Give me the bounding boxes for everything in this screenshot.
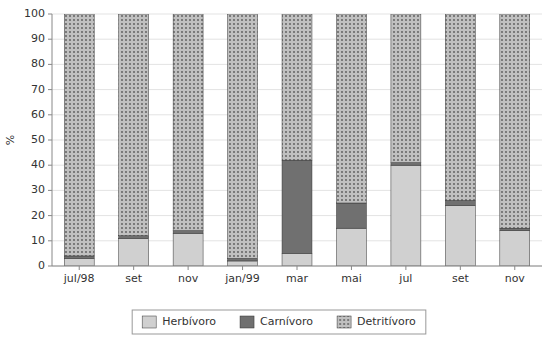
x-tick — [133, 266, 134, 270]
legend-item: Carnívoro — [240, 315, 313, 328]
bar-segment — [336, 228, 366, 266]
legend-label: Carnívoro — [260, 315, 313, 328]
bar-segment — [173, 14, 203, 231]
bar-segment — [64, 256, 94, 259]
y-tick — [48, 266, 52, 267]
y-tick-label: 10 — [31, 234, 45, 247]
x-tick — [188, 266, 189, 270]
bar-segment — [119, 14, 149, 236]
y-tick-label: 40 — [31, 158, 45, 171]
y-tick — [48, 190, 52, 191]
bar-segment — [336, 203, 366, 228]
bar-segment — [173, 231, 203, 234]
bar-segment — [119, 238, 149, 266]
bar-segment — [391, 163, 421, 166]
y-tick — [48, 114, 52, 115]
x-tick-label: jan/99 — [224, 272, 259, 285]
bar-segment — [282, 160, 312, 253]
legend-item: Herbívoro — [142, 315, 216, 328]
y-tick-label: 70 — [31, 83, 45, 96]
bar-segment — [391, 165, 421, 266]
bar-segment — [500, 228, 530, 231]
y-axis — [52, 14, 53, 266]
bar-segment — [228, 261, 258, 266]
bar-segment — [282, 14, 312, 160]
bar-segment — [445, 14, 475, 200]
bar-segment — [500, 231, 530, 266]
y-axis-label: % — [4, 135, 17, 145]
bars — [64, 14, 530, 266]
x-tick-label: mai — [341, 272, 362, 285]
plot-area: 0 10 20 30 40 50 60 70 80 90 100 jul/98 set nov jan/99… — [24, 7, 542, 285]
y-tick — [48, 165, 52, 166]
chart-container: 0 10 20 30 40 50 60 70 80 90 100 jul/98 set nov jan/99… — [0, 0, 558, 344]
x-tick-label: set — [452, 272, 469, 285]
x-tick-label: nov — [178, 272, 199, 285]
y-tick-label: 60 — [31, 108, 45, 121]
x-tick-label: mar — [286, 272, 308, 285]
x-tick — [242, 266, 243, 270]
y-tick — [48, 140, 52, 141]
y-tick — [48, 64, 52, 65]
legend-box — [132, 310, 426, 334]
bar-segment — [391, 14, 421, 163]
bar-segment — [119, 236, 149, 239]
y-tick — [48, 39, 52, 40]
bar-segment — [500, 14, 530, 228]
y-tick-label: 30 — [31, 183, 45, 196]
bar-segment — [445, 206, 475, 266]
x-tick-label: set — [125, 272, 142, 285]
y-tick-label: 90 — [31, 32, 45, 45]
bar-segment — [64, 258, 94, 266]
chart: 0 10 20 30 40 50 60 70 80 90 100 jul/98 set nov jan/99… — [0, 0, 558, 344]
x-tick — [514, 266, 515, 270]
bar-segment — [445, 200, 475, 205]
y-tick-label: 50 — [31, 133, 45, 146]
x-tick-label: nov — [505, 272, 526, 285]
y-tick-label: 100 — [24, 7, 45, 20]
y-tick — [48, 14, 52, 15]
bar-segment — [282, 253, 312, 266]
bar-segment — [228, 14, 258, 258]
legend: Herbívoro Carnívoro Detritívoro — [132, 310, 426, 334]
bar-segment — [336, 14, 366, 203]
legend-item: Detritívoro — [337, 315, 416, 328]
bar-segment — [64, 14, 94, 256]
legend-swatch — [337, 316, 351, 328]
legend-swatch — [240, 316, 254, 328]
bar-segment — [228, 258, 258, 261]
y-tick — [48, 215, 52, 216]
x-tick — [297, 266, 298, 270]
bar-segment — [173, 233, 203, 266]
x-tick — [405, 266, 406, 270]
y-tick-label: 20 — [31, 209, 45, 222]
legend-label: Detritívoro — [357, 315, 416, 328]
x-tick — [351, 266, 352, 270]
x-tick-label: jul — [398, 272, 412, 285]
y-tick-label: 80 — [31, 57, 45, 70]
y-tick — [48, 240, 52, 241]
x-tick — [79, 266, 80, 270]
x-tick — [460, 266, 461, 270]
y-tick — [48, 89, 52, 90]
legend-swatch — [142, 316, 156, 328]
legend-label: Herbívoro — [162, 315, 216, 328]
x-tick-label: jul/98 — [63, 272, 95, 285]
y-tick-label: 0 — [38, 259, 45, 272]
